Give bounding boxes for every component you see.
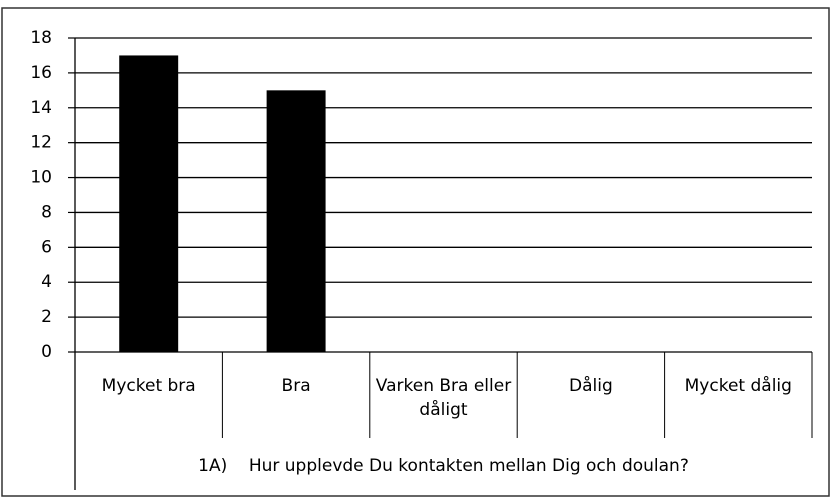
y-tick-label: 8 <box>41 202 52 222</box>
y-tick-label: 0 <box>41 342 52 362</box>
y-tick-label: 6 <box>41 237 52 257</box>
x-tick-label: Mycket dålig <box>684 376 792 396</box>
x-tick-label: Mycket bra <box>101 376 196 396</box>
bar <box>119 55 179 352</box>
y-tick-label: 12 <box>30 133 52 153</box>
bar <box>266 90 326 352</box>
x-tick-label: Dålig <box>569 376 613 396</box>
y-tick-label: 10 <box>30 168 52 188</box>
y-tick-label: 2 <box>41 307 52 327</box>
x-tick-label: Varken Bra eller dåligt <box>375 376 512 420</box>
y-tick-label: 16 <box>30 63 52 83</box>
y-tick-label: 4 <box>41 272 52 292</box>
x-tick-label: Bra <box>281 376 311 396</box>
frame <box>1 7 830 497</box>
y-tick-label: 18 <box>30 28 52 48</box>
y-tick-label: 14 <box>30 98 52 118</box>
x-axis-title: 1A) Hur upplevde Du kontakten mellan Dig… <box>198 456 689 476</box>
